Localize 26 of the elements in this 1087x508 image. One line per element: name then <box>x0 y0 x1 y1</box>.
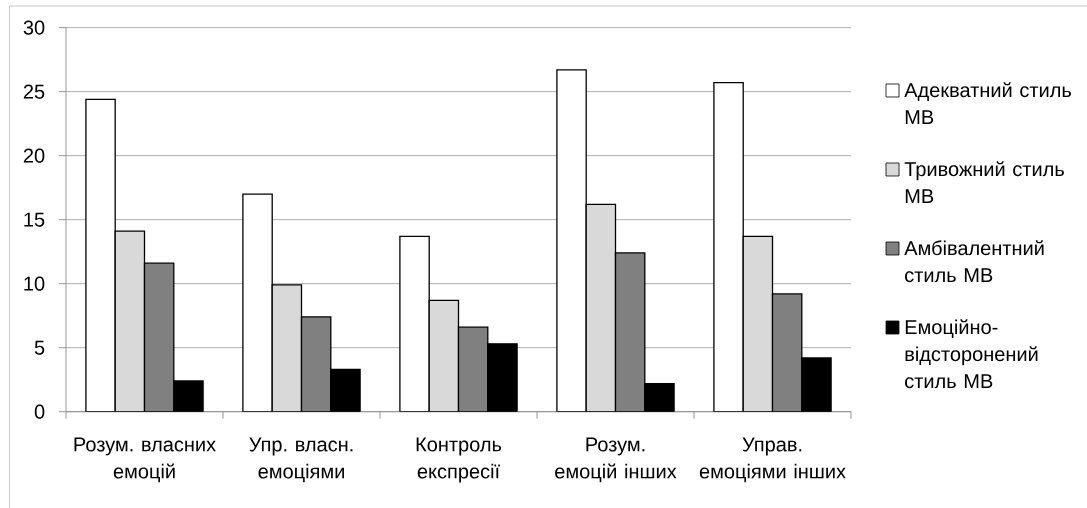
bar <box>771 293 803 412</box>
bar <box>457 326 489 412</box>
legend-label: Амбівалентний стиль МВ <box>904 240 1044 283</box>
x-tick-label: Контроль експресії <box>416 437 502 483</box>
bar <box>143 262 175 412</box>
x-tick-label: Управ. емоціями інших <box>699 437 846 483</box>
bar <box>742 235 774 412</box>
legend-label: Тривожний стиль МВ <box>904 161 1064 203</box>
y-tick-label: 25 <box>23 84 45 99</box>
x-tick-label: Розум. власних емоцій <box>74 437 216 483</box>
y-tick-label: 10 <box>24 276 45 291</box>
y-tick-label: 5 <box>34 340 45 355</box>
x-tick-label: Розум. емоцій інших <box>555 437 677 483</box>
y-tick-label: 0 <box>34 404 45 419</box>
bar <box>271 284 303 412</box>
bar <box>585 203 617 412</box>
x-tick-label: Упр. власн. емоціями <box>249 437 353 483</box>
y-tick-label: 15 <box>24 212 45 227</box>
y-tick-label: 20 <box>23 148 45 163</box>
bar <box>114 230 146 412</box>
y-tick-label: 30 <box>23 20 45 35</box>
legend-label: Емоційно-відсторонений стиль МВ <box>905 319 1038 389</box>
bar <box>428 299 460 412</box>
bar <box>300 316 332 412</box>
bar <box>614 252 646 412</box>
legend-label: Адекватний стиль МВ <box>904 82 1071 124</box>
